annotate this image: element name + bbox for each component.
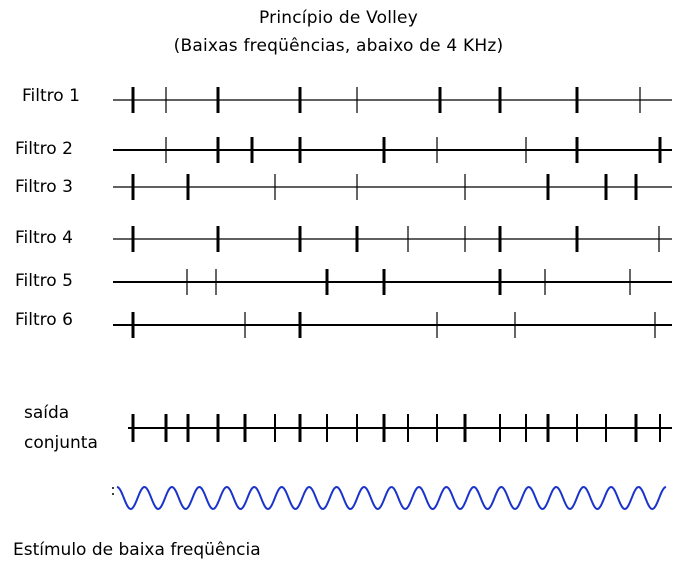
filter-2-label: Filtro 2 [15, 139, 73, 159]
combined-output-label-line2: conjunta [24, 433, 98, 453]
filter-1-label: Filtro 1 [22, 86, 80, 106]
filter-5-label: Filtro 5 [15, 271, 73, 291]
diagram-subtitle: (Baixas freqüências, abaixo de 4 KHz) [173, 36, 504, 56]
stimulus-waveform [116, 485, 667, 511]
filter-4-label: Filtro 4 [15, 228, 73, 248]
diagram-title: Princípio de Volley [259, 8, 418, 28]
filter-6-label: Filtro 6 [15, 310, 73, 330]
combined-output-label-line1: saída [24, 403, 70, 423]
stimulus-label: Estímulo de baixa freqüência [13, 540, 261, 560]
filter-3-label: Filtro 3 [15, 177, 73, 197]
